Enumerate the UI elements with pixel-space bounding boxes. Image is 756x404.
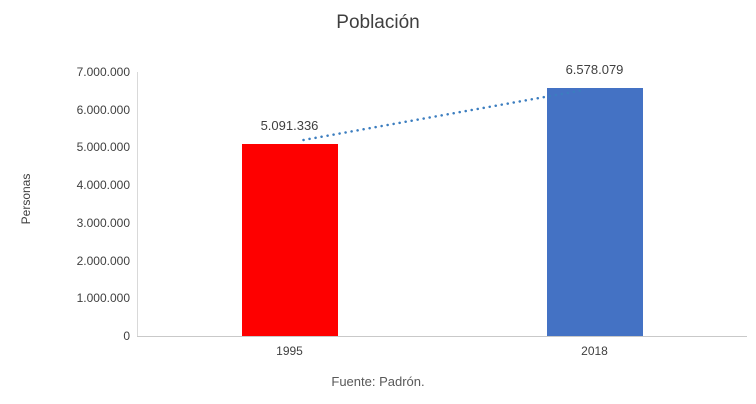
x-tick-label-1995: 1995 — [276, 344, 303, 358]
y-tick-label: 6.000.000 — [76, 102, 130, 117]
source-note: Fuente: Padrón. — [331, 374, 425, 389]
x-axis-line — [137, 336, 747, 337]
y-tick-label: 5.000.000 — [76, 140, 130, 155]
y-tick-label: 2.000.000 — [76, 253, 130, 268]
x-tick-label-2018: 2018 — [581, 344, 608, 358]
bar-2018 — [546, 87, 643, 336]
chart-title: Población — [336, 12, 420, 33]
y-axis-line — [137, 72, 138, 336]
y-tick-label: 3.000.000 — [76, 215, 130, 230]
value-label-1995: 5.091.336 — [260, 117, 319, 133]
y-tick-label: 0 — [123, 329, 130, 343]
y-tick-label: 7.000.000 — [76, 65, 130, 79]
y-tick-label: 1.000.000 — [76, 291, 130, 306]
y-axis-title: Personas — [19, 173, 33, 225]
bar-1995 — [241, 143, 338, 336]
value-label-2018: 6.578.079 — [565, 61, 624, 77]
y-tick-label: 4.000.000 — [76, 178, 130, 193]
